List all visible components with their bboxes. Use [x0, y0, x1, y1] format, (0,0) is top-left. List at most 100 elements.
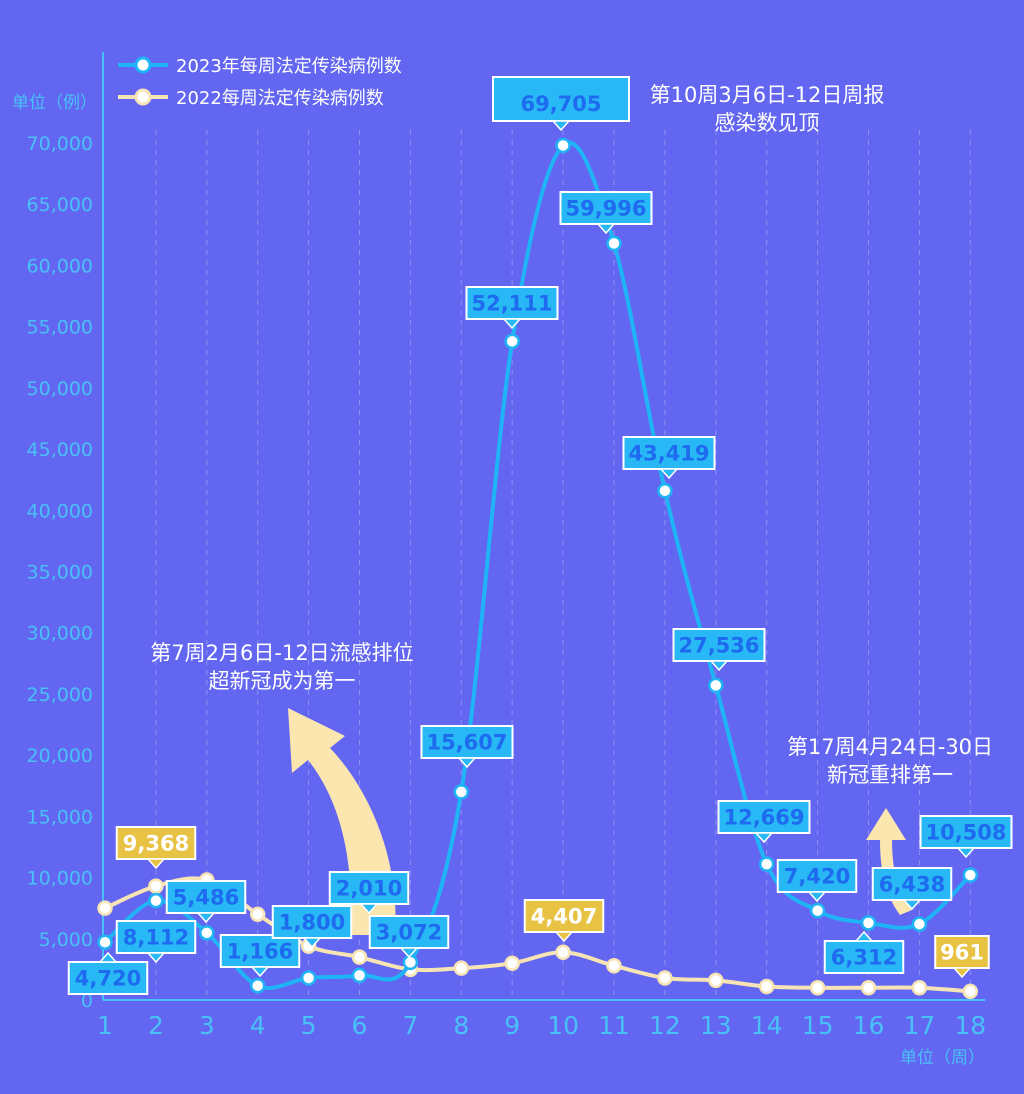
- y-tick-label: 0: [81, 990, 93, 1012]
- gridlines: [155, 130, 971, 1000]
- y-tick-label: 45,000: [27, 439, 93, 461]
- data-label-2022-week-10-box: [523, 899, 605, 933]
- data-label-2023-week-17-text: 6,438: [879, 873, 945, 897]
- data-label-2023-week-6-pointer: [359, 903, 379, 915]
- data-label-2022-week-2: 9,368: [115, 826, 197, 870]
- data-label-2023-week-8: 15,607: [420, 725, 514, 769]
- series-2022-point-12: [657, 970, 673, 986]
- data-label-2023-week-4-box: [219, 934, 301, 968]
- x-tick-label: 14: [751, 1011, 783, 1040]
- y-axis-label: 单位（例）: [12, 93, 97, 113]
- series-2022-point-15: [809, 980, 826, 996]
- x-tick-label: 5: [301, 1011, 317, 1040]
- x-tick-label: 12: [649, 1011, 681, 1040]
- data-label-2023-week-8-pointer: [457, 757, 477, 769]
- legend-label-2023: 2023年每周法定传染病例数: [176, 56, 402, 77]
- data-label-2023-week-9-pointer: [502, 318, 522, 330]
- data-label-2023-week-14-pointer: [754, 832, 774, 844]
- y-tick-labels: 0 5,000 10,000 15,000 20,000 25,000 30,000 35,0…: [27, 133, 93, 1012]
- data-label-2023-week-17: 6,438: [871, 867, 953, 911]
- series-2022-point-9: [504, 955, 520, 972]
- data-label-2023-week-10: 69,705: [492, 76, 630, 132]
- legend: 2023年每周法定传染病例数 2022每周法定传染病例数: [118, 56, 402, 109]
- data-label-2022-week-18-text: 961: [940, 941, 984, 965]
- data-label-2023-week-18-pointer: [956, 847, 976, 859]
- data-label-2023-week-5-text: 1,800: [279, 911, 345, 935]
- series-2022-point-16: [860, 980, 877, 996]
- x-tick-label: 10: [547, 1011, 579, 1040]
- data-label-2023-week-3: 5,486: [165, 880, 247, 924]
- data-label-2023-week-11-pointer: [596, 223, 616, 235]
- data-label-2023-week-18-text: 10,508: [925, 821, 1006, 845]
- data-label-2023-week-14-text: 12,669: [723, 806, 804, 830]
- data-label-2022-week-2-pointer: [146, 858, 166, 870]
- annotation-week17-line2: 新冠重排第一: [827, 763, 953, 787]
- series-2022-point-4: [249, 906, 266, 923]
- data-label-2022-week-2-box: [115, 826, 197, 860]
- x-tick-label: 13: [700, 1011, 732, 1040]
- legend-marker-2022: [134, 88, 152, 106]
- series-2023-point-10: [555, 137, 571, 154]
- data-label-2023-week-15: 7,420: [776, 859, 858, 903]
- y-tick-label: 55,000: [27, 317, 93, 339]
- data-label-2023-week-15-pointer: [807, 891, 827, 903]
- data-label-2023-week-5-pointer: [302, 937, 322, 949]
- series-2023-point-11: [606, 235, 622, 252]
- data-label-2023-week-7: 3,072: [368, 915, 450, 959]
- data-label-2023-week-8-text: 15,607: [426, 731, 507, 755]
- x-tick-label: 3: [199, 1011, 215, 1040]
- data-label-2023-week-16-text: 6,312: [831, 946, 897, 970]
- series-2022: [97, 872, 979, 1000]
- series-2023-point-4: [249, 977, 266, 994]
- data-label-2022-week-10: 4,407: [523, 899, 605, 943]
- x-tick-label: 15: [802, 1011, 834, 1040]
- data-label-2023-week-12-pointer: [659, 468, 679, 480]
- data-label-2023-week-2-pointer: [146, 952, 166, 964]
- x-tick-label: 6: [352, 1011, 368, 1040]
- series-2022-point-13: [708, 972, 724, 989]
- data-label-2023-week-13-pointer: [709, 660, 729, 672]
- series-2022-point-11: [606, 957, 622, 974]
- data-label-2023-week-12-text: 43,419: [628, 442, 709, 466]
- x-tick-label: 4: [250, 1011, 266, 1040]
- series-2023-point-16: [860, 915, 877, 931]
- x-tick-label: 18: [954, 1011, 986, 1040]
- data-label-2022-week-10-pointer: [554, 931, 574, 943]
- series-2023-point-5: [300, 970, 317, 986]
- x-axis-label: 单位（周）: [900, 1048, 985, 1068]
- series-2023-point-6: [351, 967, 368, 984]
- y-tick-label: 5,000: [39, 929, 93, 951]
- y-tick-label: 60,000: [27, 255, 93, 277]
- data-label-2023-week-4-text: 1,166: [227, 940, 293, 964]
- data-label-2023-week-18-box: [919, 815, 1013, 849]
- data-label-2023-week-12: 43,419: [622, 436, 716, 480]
- data-label-2023-week-6: 2,010: [328, 871, 410, 915]
- data-label-2022-week-18-box: [934, 935, 990, 969]
- x-tick-label: 1: [97, 1011, 113, 1040]
- data-label-2023-week-7-pointer: [399, 947, 419, 959]
- series-2023-point-12: [657, 482, 673, 499]
- annotation-week7-line2: 超新冠成为第一: [209, 669, 356, 693]
- data-label-2022-week-10-text: 4,407: [531, 905, 597, 929]
- data-label-2023-week-2-text: 8,112: [123, 926, 189, 950]
- data-labels: 4,720 8,112 5,486 1,166 1,800 2,010 3,072 15,60…: [67, 76, 1013, 995]
- annotation-week10-line2: 感染数见顶: [715, 111, 820, 135]
- data-label-2023-week-3-box: [165, 880, 247, 914]
- legend-marker-2023: [134, 56, 152, 74]
- y-tick-label: 40,000: [27, 500, 93, 522]
- x-tick-labels: 1 2 3 4 5 6 7 8 9 10 11 12 13 14 15 16 17 18: [97, 1011, 986, 1040]
- arrow-annotation-week17: [866, 808, 912, 915]
- data-label-2023-week-5-box: [271, 905, 353, 939]
- data-label-2023-week-13: 27,536: [672, 628, 766, 672]
- data-label-2023-week-13-text: 27,536: [678, 634, 759, 658]
- x-tick-label: 9: [504, 1011, 520, 1040]
- series-2023-point-13: [708, 677, 724, 694]
- series-2023-point-15: [809, 902, 826, 919]
- series-2023-point-17: [911, 916, 928, 932]
- data-label-2023-week-4: 1,166: [219, 934, 301, 978]
- series-2022-point-8: [453, 960, 470, 976]
- series-2023-point-9: [504, 333, 520, 350]
- data-label-2022-week-18-pointer: [952, 967, 972, 979]
- data-label-2023-week-1: 4,720: [67, 951, 149, 995]
- data-label-2023-week-1-text: 4,720: [75, 967, 141, 991]
